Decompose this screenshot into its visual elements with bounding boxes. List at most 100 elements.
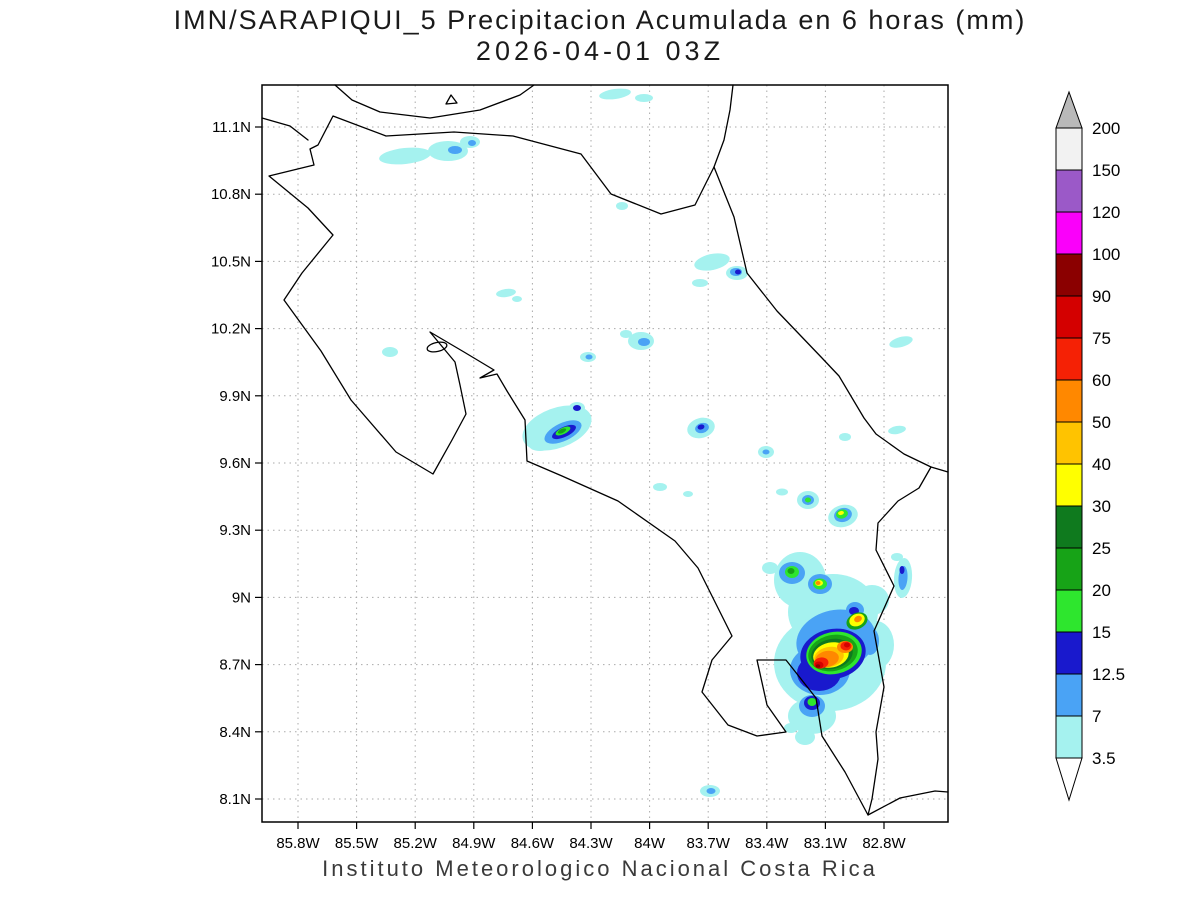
colorbar-segment-90 [1055,253,1083,297]
precip-cell-3.5mm [635,94,653,102]
colorbar-label-50: 50 [1092,413,1111,432]
precip-cell-3.5mm [692,279,708,287]
colorbar-label-12.5: 12.5 [1092,665,1125,684]
panama-caribbean-coast [930,466,949,473]
colorbar-label-30: 30 [1092,497,1111,516]
precip-cell-7mm [468,140,476,146]
precip-cell-7mm [706,788,716,794]
colorbar-segment-100 [1055,211,1083,255]
axis-label-lon: 85.5W [335,835,379,852]
colorbar-label-25: 25 [1092,539,1111,558]
axis-label-lat: 9.9N [219,388,251,405]
colorbar-segment-20 [1055,547,1083,591]
colorbar-label-3.5: 3.5 [1092,749,1116,768]
precip-cell-15mm [807,698,817,706]
precip-cell-3.5mm [428,141,468,161]
colorbar-label-20: 20 [1092,581,1111,600]
precip-cell-20mm [557,428,567,434]
costa-rica-coastline [268,115,932,816]
axis-label-lat: 8.7N [219,657,251,674]
precip-cell-12.5mm [899,566,905,574]
precip-cell-20mm [787,568,795,574]
colorbar-label-15: 15 [1092,623,1111,642]
precip-cell-3.5mm [599,88,631,100]
axis-label-lon: 84.9W [452,835,496,852]
axis-label-lon: 82.8W [862,835,906,852]
axis-label-lon: 83.1W [804,835,848,852]
precip-cell-7mm [638,338,650,346]
precip-cell-50mm [815,581,821,585]
axis-label-lat: 9N [232,589,251,606]
colorbar-segment-40 [1055,421,1083,465]
precip-cell-3.5mm [653,483,667,491]
gridlines-group [262,85,948,822]
axis-label-lat: 8.1N [219,791,251,808]
axis-label-lat: 11.1N [212,119,251,136]
precip-cell-12.5mm [735,269,741,275]
colorbar-label-7: 7 [1092,707,1101,726]
precip-cell-3.5mm [379,147,431,165]
solentiname-island [445,94,458,105]
colorbar-segment-50 [1055,379,1083,423]
precip-cell-7mm [448,146,462,154]
colorbar: 3.5 7 12.5 15 20 25 30 40 50 60 75 90 100 120 150 200 [1055,90,1125,802]
precip-cell-3.5mm [888,425,906,435]
colorbar-under-arrow [1055,757,1083,802]
colorbar-label-100: 100 [1092,245,1120,264]
precip-cell-15mm [805,497,811,503]
axis-labels-group: 11.1N 10.8N 10.5N 10.2N 9.9N 9.6N 9.3N 9N 8.7N 8.… [211,119,907,852]
precipitation-shading-group [379,88,913,797]
panama-pacific-coast [867,790,949,816]
precip-cell-3.5mm [620,330,632,338]
colorbar-segment-150 [1055,127,1083,171]
lake-nicaragua-shore [334,84,535,119]
colorbar-segment-75 [1055,295,1083,339]
precip-cell-3.5mm [683,491,693,497]
axis-label-lat: 8.4N [219,724,251,741]
chart-title-line1: IMN/SARAPIQUI_5 Precipitacion Acumulada … [173,5,1027,35]
precip-cell-3.5mm [889,336,913,348]
axis-label-lat: 10.5N [211,253,251,270]
colorbar-segment-120 [1055,169,1083,213]
precip-cell-50mm [854,615,862,623]
colorbar-over-arrow [1055,90,1083,129]
axis-label-lat: 9.6N [219,455,251,472]
colorbar-segment-30 [1055,463,1083,507]
colorbar-segment-25 [1055,505,1083,549]
footer-caption: Instituto Meteorologico Nacional Costa R… [322,856,878,881]
precip-cell-3.5mm [512,296,522,302]
chira-island [426,341,448,353]
coastline-group [261,84,949,816]
chart-title: IMN/SARAPIQUI_5 Precipitacion Acumulada … [0,4,1200,66]
precip-cell-30mm [838,510,844,516]
colorbar-label-90: 90 [1092,287,1111,306]
nicaragua-pacific-coast [261,117,309,141]
precip-cell-75mm [844,642,850,648]
axis-label-lon: 84.6W [511,835,555,852]
axis-label-lon: 85.8W [276,835,320,852]
axis-label-lon: 83.4W [745,835,789,852]
precip-cell-3.5mm [496,288,516,298]
colorbar-label-75: 75 [1092,329,1111,348]
precip-cell-7mm [762,449,770,455]
colorbar-label-200: 200 [1092,119,1120,138]
axis-label-lon: 84.3W [569,835,613,852]
precip-cell-3.5mm [694,253,730,271]
precip-cell-3.5mm [616,202,628,210]
precip-cell-12.5mm [573,405,581,411]
precip-cell-3.5mm [762,562,778,574]
colorbar-segment-3.5 [1055,715,1083,759]
axis-label-lat: 10.2N [211,321,251,338]
precip-cell-7mm [585,354,593,360]
colorbar-segment-60 [1055,337,1083,381]
nicaragua-caribbean-coast [713,84,734,168]
axis-label-lon: 83.7W [687,835,731,852]
precip-cell-3.5mm [891,553,903,561]
precip-cell-3.5mm [784,723,798,733]
precip-cell-90mm [815,664,821,668]
colorbar-segment-15 [1055,589,1083,633]
precip-cell-3.5mm [795,729,815,745]
axis-label-lat: 9.3N [219,522,251,539]
